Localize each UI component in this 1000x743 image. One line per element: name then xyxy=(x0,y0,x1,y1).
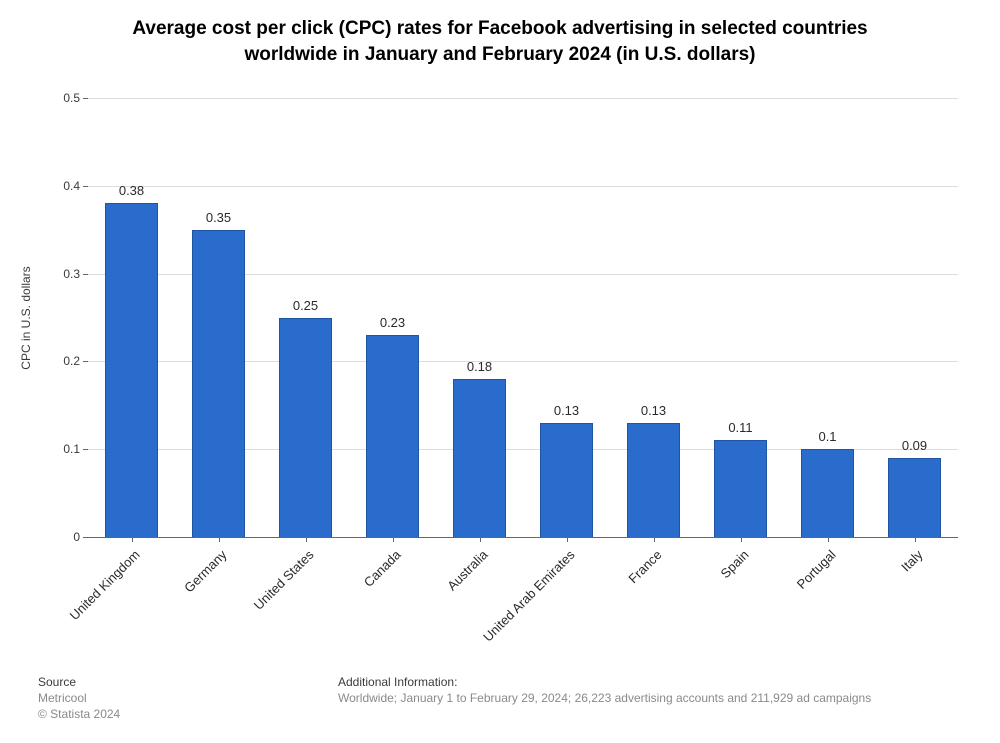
x-tick-label: Italy xyxy=(898,547,925,574)
x-tick-label: Canada xyxy=(360,547,403,590)
x-tick-mark xyxy=(654,537,655,542)
footer-additional-block: Additional Information: Worldwide; Janua… xyxy=(338,675,968,723)
bar-value-label: 0.18 xyxy=(467,359,492,374)
y-tick-label: 0 xyxy=(73,530,80,544)
chart-title: Average cost per click (CPC) rates for F… xyxy=(0,0,1000,67)
bar: 0.23 xyxy=(366,335,420,537)
x-tick-mark xyxy=(219,537,220,542)
bar-slot: 0.09Italy xyxy=(871,98,958,537)
additional-value: Worldwide; January 1 to February 29, 202… xyxy=(338,691,968,705)
bar-value-label: 0.35 xyxy=(206,210,231,225)
bar: 0.09 xyxy=(888,458,942,537)
bar-slot: 0.18Australia xyxy=(436,98,523,537)
bar-slot: 0.13United Arab Emirates xyxy=(523,98,610,537)
y-axis-label: CPC in U.S. dollars xyxy=(19,266,33,369)
x-tick-label: United States xyxy=(250,547,316,613)
chart-footer: Source Metricool © Statista 2024 Additio… xyxy=(38,675,968,723)
y-tick-mark xyxy=(83,537,88,538)
bar-value-label: 0.38 xyxy=(119,183,144,198)
x-tick-label: Spain xyxy=(717,547,751,581)
y-tick-label: 0.3 xyxy=(63,267,80,281)
x-tick-label: United Arab Emirates xyxy=(480,547,577,644)
bar-slot: 0.13France xyxy=(610,98,697,537)
bar: 0.1 xyxy=(801,449,855,537)
y-tick-label: 0.4 xyxy=(63,179,80,193)
x-tick-mark xyxy=(480,537,481,542)
source-value: Metricool xyxy=(38,691,338,705)
x-tick-mark xyxy=(567,537,568,542)
source-label: Source xyxy=(38,675,338,689)
bar: 0.13 xyxy=(540,423,594,537)
bar-slot: 0.38United Kingdom xyxy=(88,98,175,537)
bar-value-label: 0.25 xyxy=(293,298,318,313)
bar: 0.13 xyxy=(627,423,681,537)
x-tick-label: France xyxy=(625,547,664,586)
chart-area: CPC in U.S. dollars 00.10.20.30.40.5 0.3… xyxy=(88,98,958,538)
bar-value-label: 0.13 xyxy=(641,403,666,418)
x-tick-mark xyxy=(741,537,742,542)
x-tick-mark xyxy=(915,537,916,542)
bar-value-label: 0.1 xyxy=(818,429,836,444)
plot-region: CPC in U.S. dollars 00.10.20.30.40.5 0.3… xyxy=(88,98,958,538)
y-tick-label: 0.1 xyxy=(63,442,80,456)
bar-slot: 0.25United States xyxy=(262,98,349,537)
bar: 0.18 xyxy=(453,379,507,537)
bar-slot: 0.35Germany xyxy=(175,98,262,537)
bar-slot: 0.23Canada xyxy=(349,98,436,537)
y-tick-label: 0.2 xyxy=(63,354,80,368)
x-tick-label: Germany xyxy=(181,547,229,595)
footer-source-block: Source Metricool © Statista 2024 xyxy=(38,675,338,723)
x-tick-mark xyxy=(132,537,133,542)
bar-value-label: 0.11 xyxy=(728,420,752,435)
bar-slot: 0.11Spain xyxy=(697,98,784,537)
chart-title-line1: Average cost per click (CPC) rates for F… xyxy=(60,16,940,42)
x-tick-label: United Kingdom xyxy=(66,547,142,623)
bar-value-label: 0.13 xyxy=(554,403,579,418)
bar: 0.38 xyxy=(105,203,159,537)
bar: 0.25 xyxy=(279,318,333,538)
bar: 0.35 xyxy=(192,230,246,537)
x-tick-mark xyxy=(828,537,829,542)
x-tick-label: Portugal xyxy=(793,547,838,592)
additional-label: Additional Information: xyxy=(338,675,968,689)
copyright: © Statista 2024 xyxy=(38,707,338,721)
y-tick-label: 0.5 xyxy=(63,91,80,105)
x-tick-mark xyxy=(393,537,394,542)
bar: 0.11 xyxy=(714,440,768,537)
bar-value-label: 0.09 xyxy=(902,438,927,453)
bars-container: 0.38United Kingdom0.35Germany0.25United … xyxy=(88,98,958,537)
chart-title-line2: worldwide in January and February 2024 (… xyxy=(60,42,940,68)
x-tick-mark xyxy=(306,537,307,542)
bar-value-label: 0.23 xyxy=(380,315,405,330)
bar-slot: 0.1Portugal xyxy=(784,98,871,537)
x-tick-label: Australia xyxy=(444,547,490,593)
